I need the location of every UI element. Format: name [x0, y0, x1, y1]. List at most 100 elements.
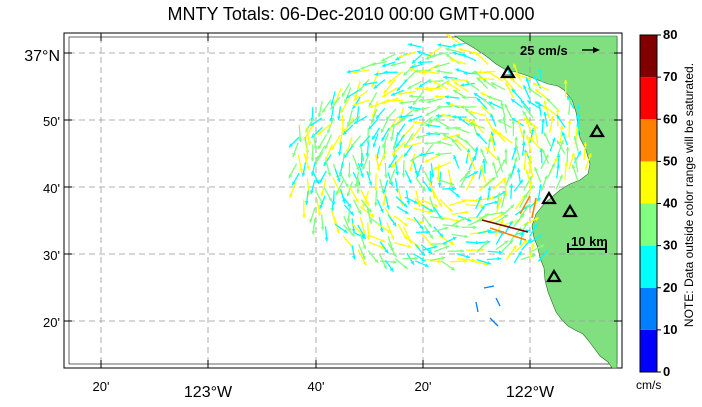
current-vector-head — [466, 170, 471, 175]
current-vector-head — [483, 261, 487, 266]
current-vector-head — [487, 95, 492, 100]
current-vector-head — [533, 224, 537, 228]
current-vector-head — [576, 120, 581, 125]
current-vector-head — [410, 136, 415, 141]
current-vector-head — [470, 174, 475, 179]
current-vector-head — [451, 138, 456, 143]
current-vector-head — [512, 164, 516, 169]
current-vector-head — [436, 105, 441, 109]
current-vector-head — [577, 113, 581, 118]
current-vector-head — [526, 203, 531, 208]
lat-label-20: 20' — [43, 315, 60, 330]
current-vector-head — [383, 70, 388, 75]
current-vector-head — [438, 202, 442, 207]
current-vector-head — [480, 247, 485, 252]
current-vector-head — [480, 205, 485, 210]
current-vector-head — [419, 220, 424, 224]
current-vector-head — [489, 134, 494, 139]
colorbar-blocks — [640, 35, 657, 372]
current-vector-head — [567, 119, 572, 124]
current-vector-head — [454, 126, 459, 131]
current-vector-head — [395, 171, 400, 176]
current-vector-head — [529, 185, 534, 190]
lon-label-122w: 122°W — [506, 384, 555, 401]
current-vector-head — [556, 153, 561, 158]
current-vector-head — [498, 250, 503, 255]
current-vector-head — [289, 143, 293, 148]
current-vector-head — [404, 152, 408, 157]
current-vector-head — [525, 77, 530, 82]
current-vector — [519, 195, 531, 215]
current-vector-head — [517, 251, 522, 256]
current-vector-head — [473, 171, 478, 175]
current-vector-head — [478, 196, 482, 201]
current-vector-head — [384, 249, 389, 254]
current-vector-head — [415, 135, 420, 139]
current-vector-head — [535, 101, 540, 106]
current-vector-head — [391, 92, 396, 96]
current-vector-head — [457, 116, 462, 121]
current-vector-head — [514, 73, 519, 78]
current-vector-head — [304, 201, 309, 205]
latitude-labels: 37°N 50' 40' 30' 20' — [24, 48, 60, 330]
current-vector-head — [336, 178, 341, 183]
current-vector-head — [390, 235, 395, 240]
current-vector-head — [417, 203, 421, 208]
current-vector-head — [565, 146, 570, 151]
current-vector — [495, 297, 501, 307]
current-vector-head — [455, 68, 460, 72]
current-vector — [489, 317, 499, 327]
current-vector-head — [353, 96, 358, 101]
current-vector-head — [509, 220, 513, 225]
current-vector-head — [396, 143, 400, 148]
current-vector-head — [454, 82, 459, 86]
current-vector-head — [445, 54, 450, 58]
current-vector-head — [435, 152, 440, 157]
current-vector-head — [541, 148, 546, 153]
colorbar-band — [640, 203, 657, 246]
current-vector-head — [509, 77, 514, 82]
current-vector-head — [486, 240, 491, 244]
current-vector-head — [341, 199, 346, 204]
current-vector-head — [313, 145, 318, 150]
current-vector-head — [346, 192, 351, 197]
current-vector-head — [368, 125, 373, 130]
current-vector-head — [319, 204, 323, 209]
current-vector-head — [497, 120, 502, 124]
current-vector-head — [463, 259, 468, 264]
current-vector-head — [346, 218, 351, 223]
current-vector-head — [479, 165, 484, 170]
current-vector-head — [568, 98, 572, 102]
current-vector-head — [340, 109, 345, 114]
current-vector-head — [388, 79, 393, 83]
current-vector-head — [540, 244, 545, 249]
current-vector-head — [414, 69, 419, 73]
current-vector-head — [522, 129, 526, 134]
colorbar-tick-label: 20 — [663, 280, 677, 295]
current-vector-head — [528, 88, 533, 92]
colorbar-unit: cm/s — [636, 378, 661, 392]
current-vector-head — [523, 85, 527, 90]
current-vector-head — [556, 114, 561, 119]
current-vector-head — [504, 148, 508, 153]
current-vector-head — [399, 100, 404, 105]
current-vector-head — [309, 218, 313, 223]
current-vector-head — [359, 163, 364, 168]
current-vector-head — [480, 148, 484, 153]
current-vector-head — [519, 179, 523, 184]
colorbar-tick-label: 10 — [663, 322, 677, 337]
current-vector-head — [531, 254, 536, 258]
current-vector-head — [437, 259, 442, 264]
current-vector-head — [372, 135, 376, 140]
colorbar-tick-label: 70 — [663, 69, 677, 84]
station-marker — [546, 268, 562, 283]
current-vector-head — [347, 174, 352, 178]
current-vector-head — [482, 79, 487, 83]
current-vector-head — [464, 234, 469, 239]
current-vector-head — [485, 117, 490, 122]
current-vector-head — [427, 210, 432, 214]
longitude-labels: 20' 123°W 40' 20' 122°W — [93, 379, 555, 401]
current-vector-head — [408, 118, 413, 122]
current-vector-head — [424, 263, 429, 267]
current-vector-head — [476, 77, 481, 82]
